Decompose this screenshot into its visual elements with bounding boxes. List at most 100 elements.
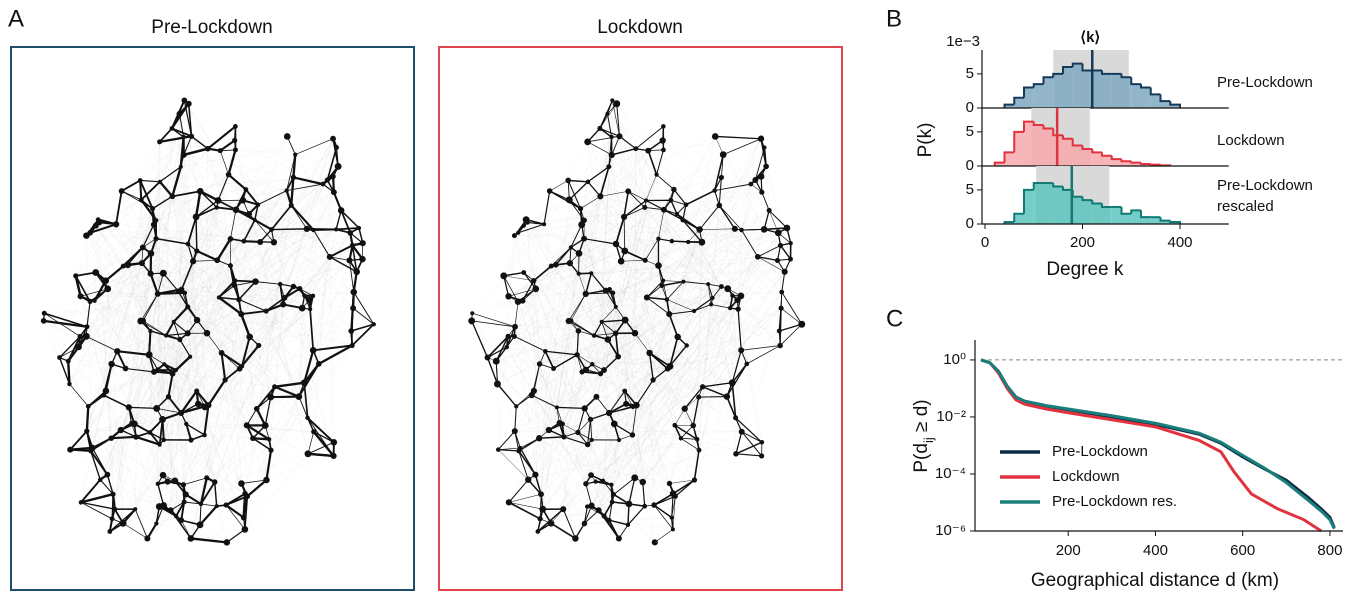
node — [169, 370, 176, 377]
edge — [683, 281, 709, 285]
node — [112, 221, 120, 228]
node — [154, 290, 161, 297]
node — [330, 189, 337, 196]
edge — [80, 288, 108, 297]
edge — [230, 209, 237, 239]
y-axis-label: P(dij ≥ d) — [911, 399, 936, 472]
edge — [44, 312, 88, 328]
faint-edge — [221, 304, 284, 354]
faint-edge — [503, 225, 525, 276]
faint-edge — [514, 229, 742, 236]
edge — [518, 437, 540, 452]
faint-edge — [228, 174, 354, 309]
node — [680, 217, 686, 223]
hist-outline — [1159, 94, 1171, 103]
node — [718, 284, 724, 289]
faint-edge — [258, 345, 267, 481]
node — [223, 539, 231, 546]
node — [494, 380, 501, 388]
hist-outline — [1062, 186, 1073, 191]
edge — [86, 301, 91, 327]
edge — [245, 189, 259, 206]
faint-edge — [239, 242, 275, 369]
faint-edge — [187, 243, 311, 310]
node — [766, 207, 772, 213]
node — [147, 250, 155, 257]
faint-edge — [580, 150, 649, 209]
node — [659, 283, 665, 289]
faint-edge — [580, 208, 731, 309]
node — [719, 151, 727, 158]
faint-edge — [86, 220, 157, 337]
edge — [673, 189, 687, 206]
node — [754, 254, 761, 260]
faint-edge — [95, 225, 124, 267]
edge — [627, 503, 630, 525]
node — [250, 435, 256, 442]
edge — [155, 237, 189, 245]
edge — [89, 223, 117, 234]
faint-edge — [615, 136, 716, 308]
edge — [608, 403, 627, 414]
node — [783, 224, 791, 232]
hist-outline — [1169, 101, 1181, 108]
faint-edge — [228, 174, 287, 191]
faint-edge — [86, 429, 121, 432]
edge — [663, 209, 684, 221]
faint-edge — [542, 210, 770, 510]
node — [737, 292, 745, 300]
faint-edge — [487, 150, 649, 358]
faint-edge — [265, 310, 314, 432]
edge — [599, 103, 617, 129]
faint-edge — [671, 240, 758, 258]
faint-edge — [174, 368, 240, 481]
faint-edge — [559, 320, 572, 423]
faint-edge — [155, 238, 314, 351]
hist-outline — [1052, 183, 1063, 188]
faint-edge — [163, 417, 308, 506]
faint-edge — [80, 296, 173, 374]
y-tick-label: 10⁻² — [936, 408, 966, 425]
series-label: Lockdown — [1217, 132, 1285, 149]
faint-edge — [159, 308, 311, 445]
panel-letter: A — [8, 5, 24, 32]
node — [110, 491, 116, 497]
edge — [149, 431, 161, 446]
edge — [599, 113, 609, 129]
faint-edge — [607, 113, 610, 167]
faint-edge — [583, 238, 617, 307]
faint-edge — [619, 136, 713, 298]
node — [654, 172, 659, 177]
faint-edge — [544, 177, 722, 225]
edge — [533, 363, 541, 392]
edge — [568, 179, 588, 183]
node — [193, 316, 201, 324]
faint-edge — [518, 224, 582, 234]
faint-edge — [570, 247, 781, 346]
network-map — [40, 97, 376, 546]
edge — [668, 313, 679, 338]
faint-edge — [514, 430, 674, 494]
edge — [699, 228, 735, 230]
node — [267, 393, 275, 401]
edge — [621, 259, 646, 262]
node — [125, 404, 132, 411]
edge — [496, 383, 517, 407]
faint-edge — [570, 320, 630, 505]
edge — [568, 181, 589, 201]
faint-edge — [148, 174, 229, 355]
edge — [583, 238, 617, 245]
faint-edge — [662, 140, 781, 246]
edge — [271, 228, 307, 231]
node — [646, 349, 653, 357]
faint-edge — [591, 271, 785, 506]
node — [205, 402, 212, 409]
faint-edge — [600, 196, 671, 367]
node — [633, 146, 639, 152]
node — [169, 193, 176, 200]
edge — [656, 174, 675, 190]
edge — [166, 332, 188, 337]
faint-edge — [175, 369, 242, 484]
edge — [487, 346, 508, 359]
faint-edge — [611, 154, 626, 252]
